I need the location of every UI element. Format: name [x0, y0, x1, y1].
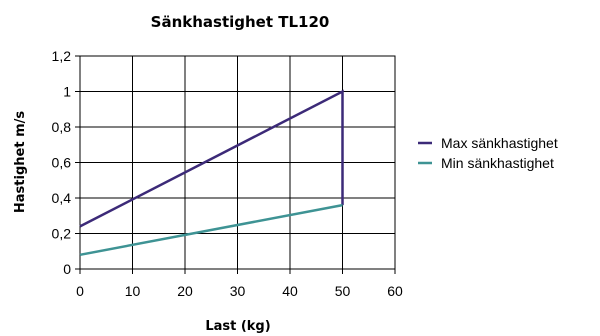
- x-tick-label: 10: [125, 283, 141, 299]
- y-tick-label: 1: [63, 84, 71, 100]
- x-tick-label: 50: [335, 283, 351, 299]
- series-lines: [79, 89, 344, 257]
- y-tick-label: 0,2: [52, 226, 72, 242]
- y-tick-label: 0,4: [52, 190, 72, 206]
- legend-label: Min sänkhastighet: [441, 155, 554, 171]
- x-tick-label: 0: [76, 283, 84, 299]
- y-tick-labels: 0 0,2 0,4 0,6 0,8 1 1,2: [52, 48, 72, 277]
- y-axis-label: Hastighet m/s: [13, 111, 28, 213]
- series-line-2: [79, 203, 343, 257]
- y-tick-label: 0,8: [52, 119, 72, 135]
- x-axis-label: Last (kg): [205, 319, 270, 334]
- grid: [75, 55, 396, 274]
- x-tick-label: 20: [177, 283, 193, 299]
- legend-label: Max sänkhastighet: [441, 135, 558, 151]
- y-tick-label: 0,6: [52, 155, 72, 171]
- x-tick-label: 60: [387, 283, 403, 299]
- legend: Max sänkhastighet Min sänkhastighet: [418, 135, 558, 171]
- x-tick-label: 40: [282, 283, 298, 299]
- x-tick-labels: 0 10 20 30 40 50 60: [76, 283, 403, 299]
- series-line-1: [79, 89, 344, 228]
- y-tick-label: 1,2: [52, 48, 72, 64]
- chart-title: Sänkhastighet TL120: [151, 13, 330, 31]
- x-tick-label: 30: [230, 283, 246, 299]
- y-tick-label: 0: [63, 261, 71, 277]
